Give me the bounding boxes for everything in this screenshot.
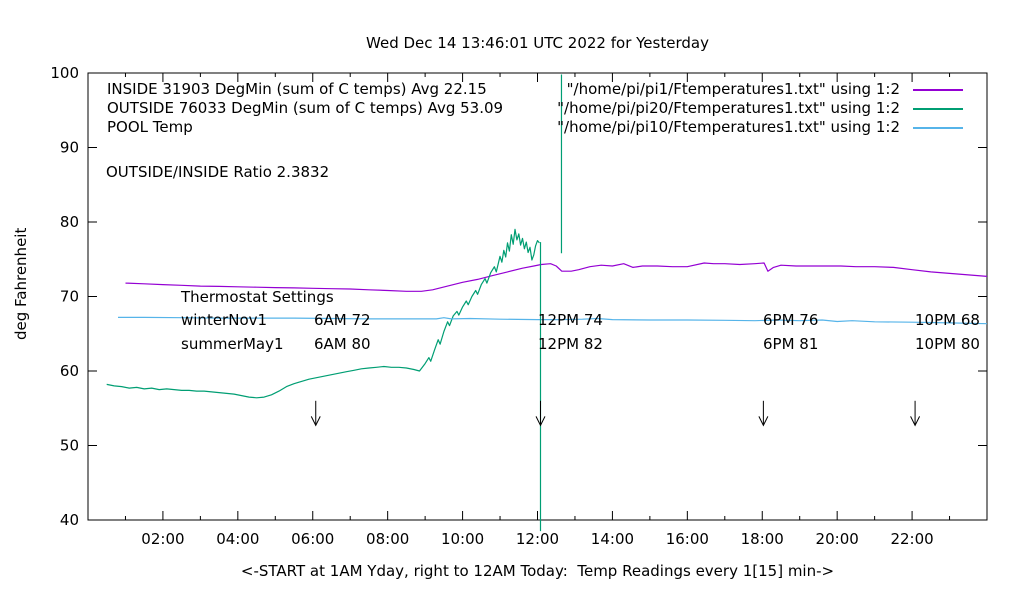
legend-label-outside: OUTSIDE 76033 DegMin (sum of C temps) Av… [107,99,504,117]
thermostat-winter-6am: 6AM 72 [314,311,371,329]
y-tick-label: 40 [60,511,79,529]
series-outside [106,228,540,399]
thermostat-winter-season: winterNov1 [181,311,268,329]
ratio-annotation: OUTSIDE/INSIDE Ratio 2.3832 [106,163,330,181]
thermostat-summer-10pm: 10PM 80 [915,335,980,353]
thermostat-winter-10pm: 10PM 68 [915,311,980,329]
x-axis-label: <-START at 1AM Yday, right to 12AM Today… [240,562,835,580]
thermostat-winter-12pm: 12PM 74 [538,311,603,329]
time-arrows [310,400,921,427]
legend-label-inside: INSIDE 31903 DegMin (sum of C temps) Avg… [107,80,487,98]
legend-row-inside: INSIDE 31903 DegMin (sum of C temps) Avg… [107,80,900,98]
thermostat-summer-12pm: 12PM 82 [538,335,603,353]
y-tick-label: 80 [60,213,79,231]
legend-row-outside: OUTSIDE 76033 DegMin (sum of C temps) Av… [107,99,900,117]
legend-file-outside: "/home/pi/pi20/Ftemperatures1.txt" using… [557,99,900,117]
thermostat-winter-6pm: 6PM 76 [763,311,819,329]
x-tick-label: 16:00 [666,530,709,548]
chart-title: Wed Dec 14 13:46:01 UTC 2022 for Yesterd… [366,34,709,52]
y-tick-label: 60 [60,362,79,380]
glitch-lines [539,74,563,532]
legend-swatch-outside [913,108,963,110]
x-tick-label: 12:00 [516,530,559,548]
legend-swatch-inside [913,89,963,91]
legend-label-pool: POOL Temp [107,118,193,136]
thermostat-summer-6am: 6AM 80 [314,335,371,353]
x-tick-label: 22:00 [890,530,933,548]
axis-ticks: 02:00 04:00 06:00 08:00 10:00 12:00 14:00 16:00… [50,64,987,548]
legend-file-inside: "/home/pi/pi1/Ftemperatures1.txt" using … [566,80,900,98]
y-tick-label: 50 [60,437,79,455]
legend-file-pool: "/home/pi/pi10/Ftemperatures1.txt" using… [557,118,900,136]
series-inside [125,262,988,292]
legend-row-pool: POOL Temp "/home/pi/pi10/Ftemperatures1.… [107,118,900,136]
legend-swatch-pool [913,127,963,129]
y-tick-label: 100 [50,64,79,82]
x-tick-label: 02:00 [141,530,184,548]
y-axis-label: deg Fahrenheit [12,227,30,340]
x-tick-label: 10:00 [441,530,484,548]
x-tick-label: 18:00 [741,530,784,548]
x-tick-label: 20:00 [816,530,859,548]
x-tick-label: 08:00 [366,530,409,548]
series-pool [118,316,988,325]
x-tick-label: 14:00 [591,530,634,548]
x-tick-label: 06:00 [291,530,334,548]
thermostat-heading: Thermostat Settings [181,288,334,306]
y-tick-label: 70 [60,288,79,306]
thermostat-summer-6pm: 6PM 81 [763,335,819,353]
thermostat-summer-season: summerMay1 [181,335,284,353]
x-tick-label: 04:00 [216,530,259,548]
y-tick-label: 90 [60,139,79,157]
